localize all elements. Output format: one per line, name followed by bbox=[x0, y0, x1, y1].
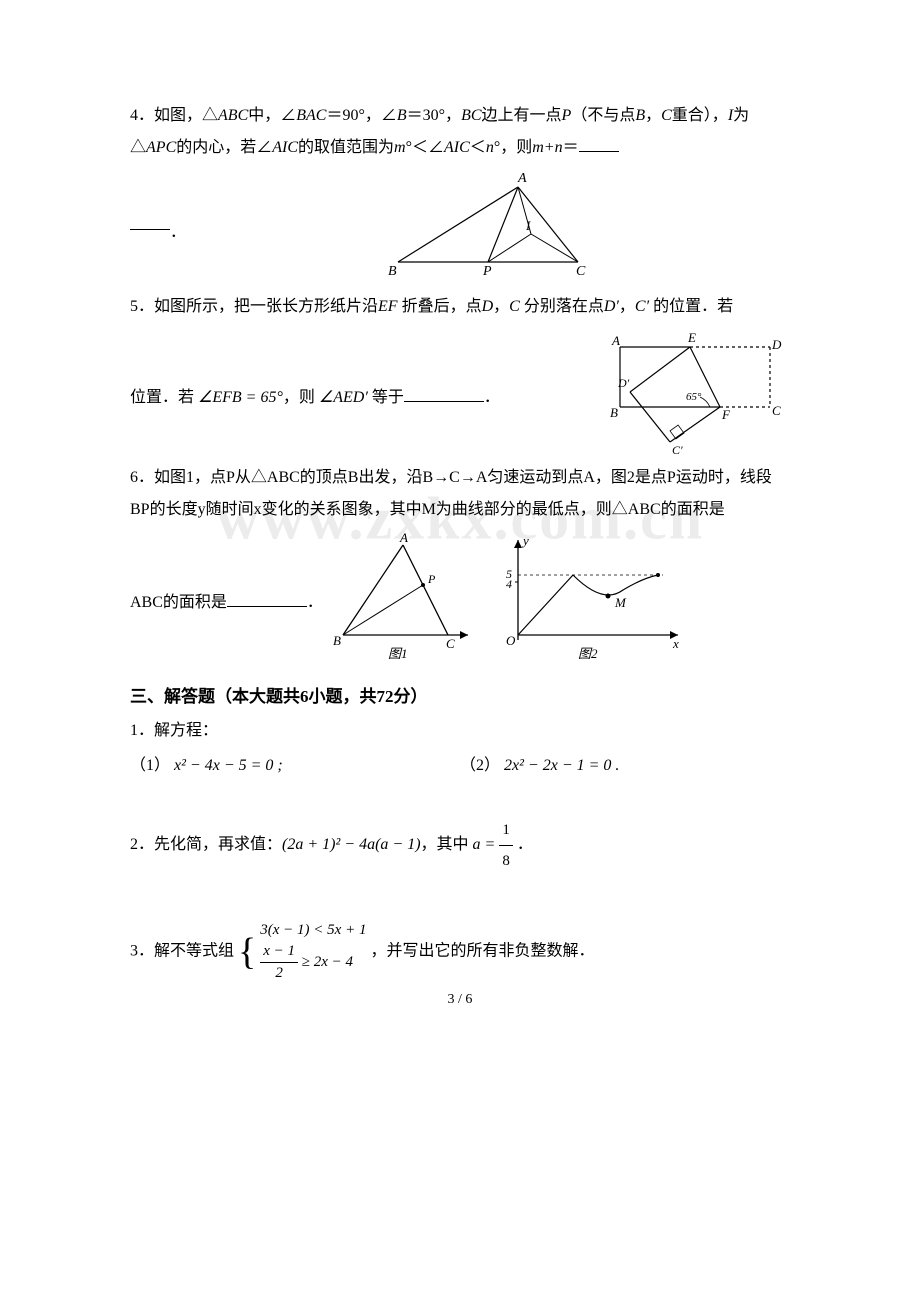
svg-text:y: y bbox=[521, 533, 529, 548]
problem-3: 3．解不等式组 { 3(x − 1) < 5x + 1 x − 12 ≥ 2x … bbox=[130, 920, 790, 984]
q4-text: 4．如图，△ABC中，∠BAC＝90°，∠B＝30°，BC边上有一点P（不与点B… bbox=[130, 107, 749, 156]
q5-text2: 位置．若 ∠EFB = 65°，则 ∠AED′ 等于 bbox=[130, 389, 404, 406]
svg-text:O: O bbox=[506, 633, 516, 648]
q5-row: 位置．若 ∠EFB = 65°，则 ∠AED′ 等于 ． A bbox=[130, 327, 790, 462]
q6-figure: A B C P 图1 5 4 bbox=[323, 530, 693, 665]
svg-text:F: F bbox=[721, 407, 731, 422]
svg-text:4: 4 bbox=[506, 577, 512, 591]
svg-text:C′: C′ bbox=[672, 443, 683, 457]
q6-tail: ABC的面积是． bbox=[130, 588, 323, 612]
q4-blank-cont bbox=[130, 229, 170, 230]
svg-text:B: B bbox=[388, 264, 397, 279]
p3-line1: 3(x − 1) < 5x + 1 bbox=[260, 922, 366, 938]
question-6: 6．如图1，点P从△ABC的顶点B出发，沿B→C→A匀速运动到点A，图2是点P运… bbox=[130, 462, 790, 526]
q4-figure: A B C P I bbox=[378, 172, 598, 282]
q6-row: ABC的面积是． A B C P 图1 bbox=[130, 530, 790, 670]
svg-text:A: A bbox=[517, 172, 527, 186]
section-3-header: 三、解答题（本大题共6小题，共72分） bbox=[130, 682, 790, 707]
svg-text:65°: 65° bbox=[686, 391, 702, 403]
q5-figure: A D B C E F D′ C′ 65° bbox=[600, 327, 790, 457]
svg-text:x: x bbox=[672, 636, 679, 651]
page-number: 3 / 6 bbox=[0, 992, 920, 1008]
problem-1-eqs: （1） x² − 4x − 5 = 0 ; （2） 2x² − 2x − 1 =… bbox=[130, 751, 790, 775]
svg-text:A: A bbox=[611, 333, 620, 348]
p3-line2: ≥ 2x − 4 bbox=[298, 954, 353, 970]
svg-text:D′: D′ bbox=[617, 376, 630, 390]
svg-text:A: A bbox=[399, 530, 408, 545]
svg-text:图1: 图1 bbox=[388, 646, 408, 661]
svg-text:P: P bbox=[482, 264, 492, 279]
q4-dot: ． bbox=[170, 218, 186, 242]
svg-text:C: C bbox=[772, 403, 781, 418]
problem-1-title: 1．解方程： bbox=[130, 715, 790, 747]
question-4: 4．如图，△ABC中，∠BAC＝90°，∠B＝30°，BC边上有一点P（不与点B… bbox=[130, 100, 790, 164]
svg-text:图2: 图2 bbox=[578, 646, 598, 661]
q5-dot: ． bbox=[484, 389, 500, 406]
svg-text:D: D bbox=[771, 337, 782, 352]
question-5: 5．如图所示，把一张长方形纸片沿EF 折叠后，点D，C 分别落在点D′，C′ 的… bbox=[130, 291, 790, 323]
svg-text:M: M bbox=[614, 595, 627, 610]
svg-text:C: C bbox=[446, 636, 455, 651]
svg-text:E: E bbox=[687, 330, 696, 345]
svg-text:I: I bbox=[525, 218, 531, 233]
svg-text:B: B bbox=[610, 405, 618, 420]
svg-text:P: P bbox=[427, 572, 436, 586]
svg-text:C: C bbox=[576, 264, 586, 279]
svg-text:B: B bbox=[333, 633, 341, 648]
problem-2: 2．先化简，再求值：(2a + 1)² − 4a(a − 1)，其中 a = 1… bbox=[130, 815, 790, 876]
